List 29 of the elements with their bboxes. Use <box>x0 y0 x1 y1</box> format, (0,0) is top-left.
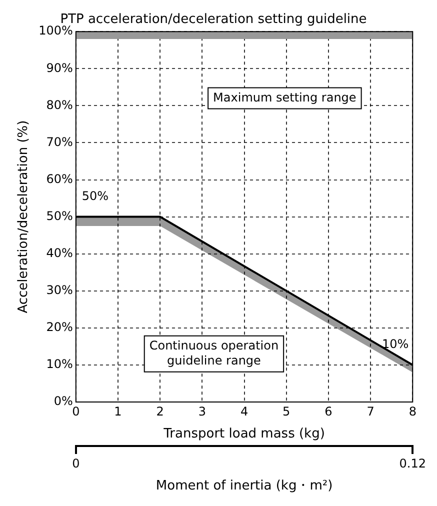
annotation: Maximum setting range <box>213 90 356 104</box>
x-tick-label: 5 <box>282 404 290 418</box>
x-tick-label: 8 <box>408 404 416 418</box>
data-label: 50% <box>82 188 109 203</box>
y-tick-label: 60% <box>46 172 73 186</box>
x-tick-label: 1 <box>114 404 122 418</box>
x2-axis-title: Moment of inertia (kg・m²) <box>156 478 333 494</box>
annotation: Continuous operation guideline range <box>149 338 279 368</box>
x-tick-label: 7 <box>366 404 374 418</box>
y-tick-label: 0% <box>54 394 73 408</box>
x-tick-label: 3 <box>198 404 206 418</box>
x-tick-label: 2 <box>156 404 164 418</box>
x-tick-label: 0 <box>72 404 80 418</box>
x2-tick-label: 0.12 <box>399 456 426 470</box>
y-axis-title: Acceleration/deceleration (%) <box>16 120 32 314</box>
x-axis-title: Transport load mass (kg) <box>162 426 325 442</box>
y-tick-label: 10% <box>46 357 73 372</box>
data-label: 10% <box>382 337 409 352</box>
y-tick-label: 40% <box>46 246 73 260</box>
y-tick-label: 100% <box>38 24 73 38</box>
y-tick-label: 70% <box>46 134 73 149</box>
y-tick-label: 80% <box>46 98 73 112</box>
y-tick-label: 90% <box>46 60 73 75</box>
x-tick-label: 6 <box>324 404 332 418</box>
y-tick-label: 20% <box>46 320 73 334</box>
y-tick-label: 30% <box>46 283 73 298</box>
y-tick-label: 50% <box>46 208 73 223</box>
x-tick-label: 4 <box>240 404 248 418</box>
x2-tick-label: 0 <box>72 456 80 470</box>
